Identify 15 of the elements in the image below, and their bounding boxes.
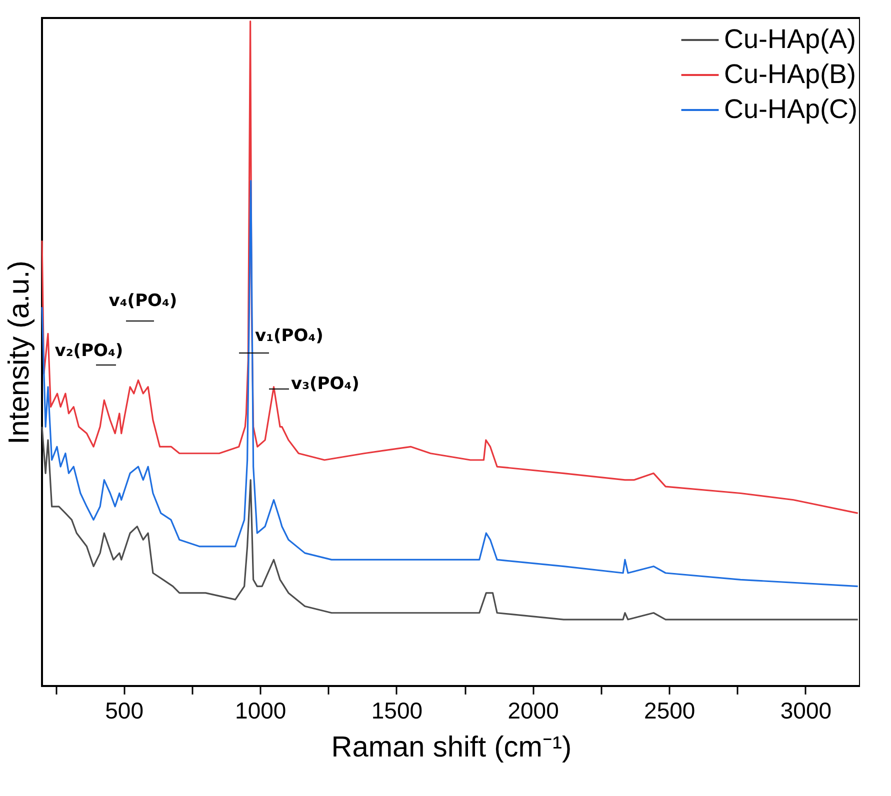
annotation: v₂(PO₄) bbox=[54, 341, 124, 361]
x-tick-label: 2000 bbox=[508, 698, 559, 724]
x-tick-label: 1000 bbox=[235, 698, 286, 724]
x-tick-label: 500 bbox=[105, 698, 144, 724]
x-tick-label: 1500 bbox=[371, 698, 423, 724]
x-tick-label: 2500 bbox=[644, 698, 696, 724]
x-tick-label: 3000 bbox=[780, 698, 832, 724]
legend-label: Cu-HAp(C) bbox=[724, 94, 858, 124]
annotation: v₁(PO₄) bbox=[255, 326, 324, 346]
y-axis-title: Intensity (a.u.) bbox=[4, 260, 36, 444]
x-axis-title: Raman shift (cm⁻¹) bbox=[331, 732, 572, 764]
annotation: v₃(PO₄) bbox=[291, 374, 360, 394]
annotation: v₄(PO₄) bbox=[108, 291, 178, 311]
legend-label: Cu-HAp(B) bbox=[724, 59, 856, 89]
legend-label: Cu-HAp(A) bbox=[724, 24, 856, 54]
